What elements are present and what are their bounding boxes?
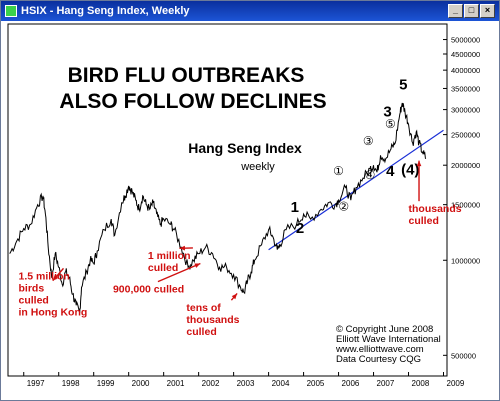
wave-label: ① [333,164,344,178]
x-tick-label: 1999 [97,379,115,388]
wave-label: ③ [363,134,374,148]
wave-label: 2 [296,220,304,237]
y-tick-label: 2500000 [451,131,480,140]
window-title: HSIX - Hang Seng Index, Weekly [21,5,190,17]
x-tick-label: 2005 [307,379,325,388]
wave-label: ④ [365,168,376,182]
annotation-text: 1.5 million [18,270,69,282]
headline-line-2: ALSO FOLLOW DECLINES [59,90,326,113]
close-button[interactable]: × [480,4,495,18]
wave-label: 5 [399,77,407,94]
x-tick-label: 2001 [167,379,185,388]
copyright-line: © Copyright June 2008 [336,324,433,335]
wave-label: 3 [383,104,391,121]
x-tick-label: 1998 [62,379,80,388]
x-tick-label: 2003 [237,379,255,388]
wave-label: ② [338,199,349,213]
chart-title: Hang Seng Index [188,140,302,156]
annotation-text: thousands [186,314,239,326]
annotation-text: birds [18,282,44,294]
wave-label: (4) [401,161,419,178]
y-tick-label: 4000000 [451,66,480,75]
annotation-text: 1 million [148,250,191,262]
x-tick-label: 2009 [447,379,465,388]
x-tick-label: 2007 [377,379,395,388]
plot-frame [7,23,448,377]
annotation-arrowhead [52,275,59,281]
annotation-text: culled [409,215,439,227]
x-tick-label: 2008 [412,379,430,388]
annotation-arrow [157,262,201,283]
annotation-text: culled [148,262,178,274]
annotation-text: tens of [186,302,221,314]
annotation-text: thousands [409,203,462,215]
y-tick-label: 1000000 [451,256,480,265]
minimize-button[interactable]: _ [448,4,463,18]
y-tick-label: 2000000 [451,161,480,170]
y-tick-label: 3500000 [451,84,480,93]
annotation-text: 900,000 culled [113,284,184,296]
copyright-line: Elliott Wave International [336,334,441,345]
wave-label: 1 [291,199,299,216]
copyright-line: www.elliottwave.com [335,344,424,355]
y-tick-label: 5000000 [451,36,480,45]
headline-line-1: BIRD FLU OUTBREAKS [68,64,305,87]
annotation-arrowhead [194,263,201,268]
wave-label: 4 [386,163,395,180]
app-icon [5,5,17,17]
x-tick-label: 2000 [132,379,150,388]
annotation-arrowhead [231,293,238,300]
y-tick-label: 500000 [451,351,476,360]
annotation-arrowhead [179,245,185,251]
maximize-button[interactable]: □ [464,4,479,18]
x-tick-label: 1997 [27,379,45,388]
x-tick-label: 2002 [202,379,220,388]
title-bar: HSIX - Hang Seng Index, Weekly _ □ × [1,1,499,21]
y-tick-label: 3000000 [451,106,480,115]
y-tick-label: 4500000 [451,50,480,59]
copyright-line: Data Courtesy CQG [336,354,421,365]
chart-subtitle: weekly [240,161,275,173]
annotation-text: culled [18,294,48,306]
annotation-text: culled [186,326,216,338]
x-tick-label: 2006 [342,379,360,388]
y-tick-label: 1500000 [451,201,480,210]
wave-label: ⑤ [385,117,396,131]
annotation-text: in Hong Kong [18,306,87,318]
x-tick-label: 2004 [272,379,290,388]
annotation-arrowhead [416,160,422,167]
price-line [9,102,427,314]
